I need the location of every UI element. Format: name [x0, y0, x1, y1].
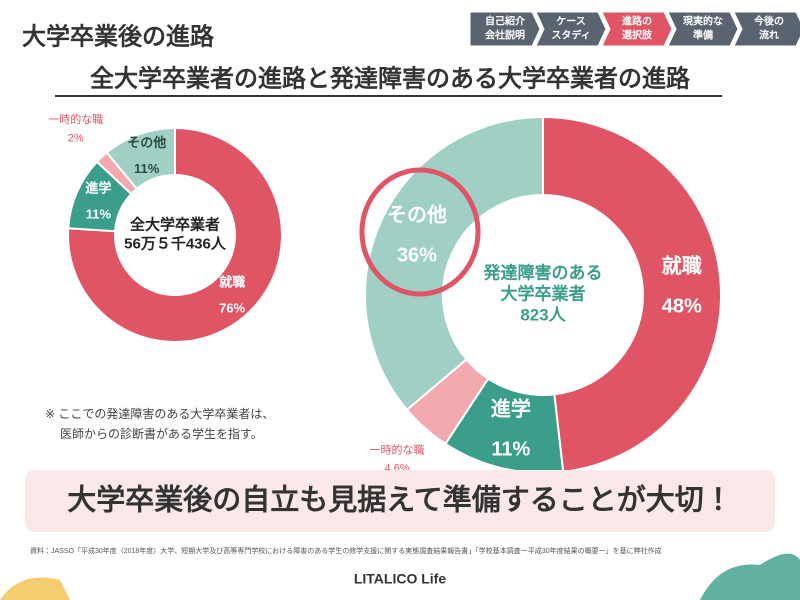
slice-category: その他 — [127, 135, 166, 150]
note-line: ※ ここでの発達障害のある大学卒業者は、 — [45, 406, 274, 421]
slide-title: 大学卒業後の進路 — [22, 22, 215, 50]
nav-step — [733, 11, 800, 47]
nav-label: 準備 — [693, 29, 713, 42]
center-label: 56万５千436人 — [124, 235, 227, 252]
slice-category: その他 — [387, 203, 447, 227]
slice-value-label: 76% — [219, 300, 245, 315]
nav-label: スタディ — [551, 29, 590, 42]
slice-category: 一時的な職 — [370, 442, 425, 456]
nav-label: 自己紹介 — [485, 15, 525, 28]
banner-text: 大学卒業後の自立も見据えて準備することが大切！ — [67, 483, 733, 517]
nav-label: 会社説明 — [485, 29, 525, 42]
note-line: 医師からの診断書がある学生を指す。 — [60, 426, 263, 441]
slice-category: 一時的な職 — [48, 112, 103, 126]
nav-label: 今後の — [754, 15, 784, 28]
pie-slice — [364, 115, 544, 412]
highlight-circle — [359, 167, 481, 297]
decoration — [700, 553, 800, 600]
pie-slice — [542, 115, 722, 473]
slice-value-label: 2% — [68, 132, 84, 144]
nav-label: 選択肢 — [622, 29, 653, 42]
pie-slice — [67, 126, 283, 343]
logo: LITALICO Life — [354, 571, 446, 587]
slice-value-label: 36% — [397, 245, 437, 267]
center-label: 823人 — [520, 305, 566, 324]
nav-step — [667, 11, 739, 47]
slice-value-label: 11% — [491, 439, 530, 461]
slice-value-label: 48% — [662, 295, 702, 317]
decoration — [0, 577, 70, 600]
nav-step — [601, 11, 673, 47]
subtitle: 全大学卒業者の進路と発達障害のある大学卒業者の進路 — [90, 64, 691, 92]
slice-category: 進学 — [491, 397, 531, 421]
slice-value-label: 11% — [86, 206, 112, 221]
banner-box — [25, 470, 775, 532]
nav-label: 流れ — [759, 29, 779, 42]
slice-category: 進学 — [85, 180, 111, 195]
nav-step — [469, 11, 541, 47]
center-label: 発達障害のある — [483, 262, 603, 282]
nav-label: 進路の — [622, 15, 652, 28]
source: 資料：JASSO「平成30年度（2018年度）大学、短期大学及び高等専門学校にお… — [30, 546, 662, 555]
center-label: 大学卒業者 — [501, 283, 586, 303]
nav-label: ケース — [556, 16, 586, 28]
center-label: 全大学卒業者 — [130, 215, 220, 233]
pie-slice — [105, 126, 176, 191]
nav-label: 現実的な — [683, 15, 723, 28]
charts: 就職 76% 進学 11% 一時的な職 2% その他 11% 全大学卒業者 56万５千436人就職… — [48, 112, 722, 475]
slice-category: 就職 — [662, 253, 702, 277]
nav-step — [535, 11, 607, 47]
slice-category: 就職 — [219, 274, 245, 289]
slice-value-label: 11% — [134, 161, 160, 176]
